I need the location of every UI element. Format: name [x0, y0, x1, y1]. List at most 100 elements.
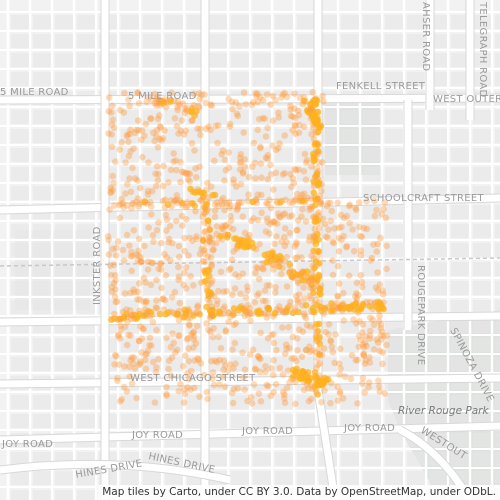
incident-point [143, 350, 151, 358]
incident-point [279, 324, 286, 331]
city-block [495, 186, 500, 200]
hotspot-point [192, 189, 199, 196]
city-block [429, 243, 447, 257]
incident-point [254, 352, 262, 360]
incident-point [155, 265, 163, 273]
incident-point [215, 333, 222, 341]
city-block [451, 395, 469, 409]
incident-point [257, 160, 265, 167]
incident-point [294, 271, 301, 279]
incident-point [153, 364, 160, 371]
city-block [495, 72, 500, 86]
incident-point [202, 99, 210, 107]
incident-point [195, 356, 202, 364]
incident-point [206, 237, 213, 245]
city-block [55, 34, 73, 48]
city-block [165, 224, 183, 238]
hotspot-point [374, 298, 382, 306]
incident-point [267, 161, 274, 169]
incident-point [217, 268, 225, 276]
incident-point [208, 261, 215, 268]
incident-point [298, 254, 305, 261]
incident-point [296, 121, 303, 129]
city-block [341, 34, 359, 48]
incident-point [190, 328, 198, 336]
incident-point [163, 254, 171, 261]
city-block [275, 471, 293, 485]
incident-point [253, 93, 260, 100]
city-block [341, 262, 359, 276]
incident-point [124, 131, 131, 138]
incident-point [208, 375, 216, 382]
city-block [297, 15, 315, 29]
hotspot-point [289, 309, 297, 317]
city-block [165, 414, 183, 428]
incident-point [300, 123, 308, 130]
incident-point [145, 224, 152, 231]
hotspot-point [196, 311, 203, 318]
incident-point [221, 303, 228, 310]
incident-point [339, 395, 347, 402]
city-block [363, 15, 381, 29]
incident-point [237, 180, 245, 188]
city-block [33, 34, 51, 48]
incident-point [379, 287, 387, 295]
incident-point [352, 357, 360, 364]
incident-point [175, 253, 183, 261]
incident-point [292, 400, 299, 408]
incident-point [195, 104, 203, 111]
incident-point [315, 149, 322, 157]
city-block [429, 357, 447, 371]
incident-point [230, 321, 238, 329]
incident-point [286, 229, 294, 237]
incident-point [111, 310, 118, 318]
city-block [341, 224, 359, 238]
incident-point [334, 199, 342, 207]
city-block [341, 471, 359, 485]
city-block [253, 72, 271, 86]
incident-point [259, 297, 267, 305]
hotspot-point [230, 311, 237, 319]
incident-point [380, 205, 387, 213]
city-block [209, 452, 227, 466]
incident-point [292, 254, 299, 262]
hotspot-point [299, 276, 306, 284]
city-block [253, 186, 271, 200]
city-block [341, 148, 359, 162]
city-block [297, 167, 315, 181]
incident-point [329, 257, 337, 264]
incident-point [355, 343, 363, 351]
incident-point [139, 153, 146, 161]
incident-point [140, 298, 147, 305]
incident-point [264, 155, 271, 162]
city-block [121, 338, 139, 352]
incident-point [114, 332, 122, 340]
city-block [319, 224, 337, 238]
incident-point [232, 320, 240, 327]
incident-point [379, 349, 387, 356]
city-block [253, 129, 271, 143]
incident-point [346, 219, 354, 227]
incident-point [292, 122, 299, 130]
city-block [275, 34, 293, 48]
incident-point [306, 323, 314, 330]
incident-point [338, 223, 345, 231]
incident-point [157, 260, 164, 268]
city-block [231, 129, 249, 143]
incident-point [147, 199, 154, 206]
hotspot-point [216, 309, 224, 317]
hotspot-point [304, 369, 312, 376]
city-block [495, 15, 500, 29]
city-block [319, 129, 337, 143]
incident-point [153, 305, 161, 312]
incident-point [134, 296, 141, 303]
incident-point [200, 247, 208, 254]
incident-point [216, 356, 223, 364]
incident-point [135, 247, 142, 255]
incident-point [141, 242, 148, 250]
incident-point [374, 269, 381, 276]
incident-point [294, 298, 302, 306]
incident-point [116, 398, 124, 405]
incident-point [293, 357, 300, 365]
